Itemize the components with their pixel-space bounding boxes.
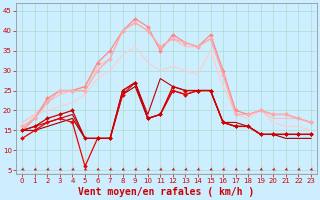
X-axis label: Vent moyen/en rafales ( km/h ): Vent moyen/en rafales ( km/h ) [78,187,255,197]
